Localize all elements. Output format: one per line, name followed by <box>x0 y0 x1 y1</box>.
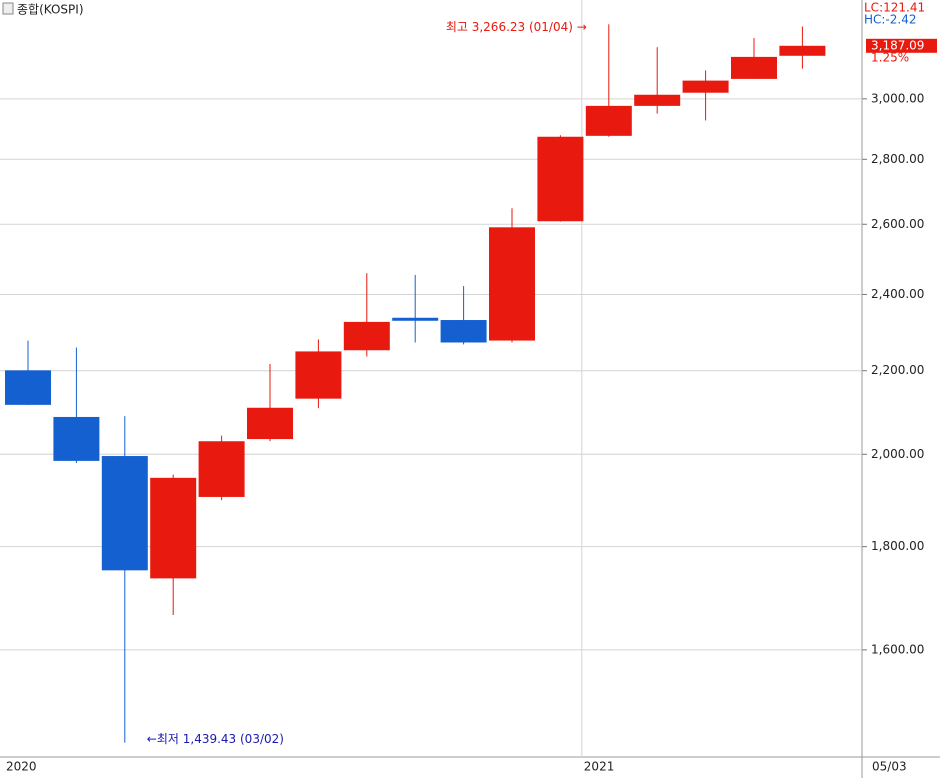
candle-body <box>101 456 148 571</box>
y-tick-label: 2,800.00 <box>871 152 924 166</box>
chart-title: 종합(KOSPI) <box>17 3 84 17</box>
candle-body <box>537 136 584 222</box>
candle-body <box>731 56 777 79</box>
y-tick-label: 1,600.00 <box>871 642 924 656</box>
x-tick-label: 2021 <box>584 760 615 774</box>
x-tick-label: 2020 <box>6 760 37 774</box>
candle-body <box>585 105 632 136</box>
last-price-tag <box>866 38 937 53</box>
candle-body <box>489 227 535 341</box>
candle-body <box>779 45 826 56</box>
candle-body <box>295 351 342 399</box>
hc-label: HC:-2.42 <box>864 13 917 27</box>
candle-body <box>634 94 681 106</box>
candle-body <box>150 477 197 579</box>
candle-body <box>682 80 729 93</box>
y-tick-label: 1,800.00 <box>871 539 924 553</box>
change-label: 1.25% <box>871 50 909 64</box>
date-label: 05/03 <box>872 760 907 774</box>
last-price-label: 3,187.09 <box>871 38 924 52</box>
candle-body <box>343 321 390 351</box>
high-annotation: 최고 3,266.23 (01/04) → <box>446 20 587 34</box>
candle-body <box>392 317 439 321</box>
candle-body <box>53 416 100 461</box>
title-box <box>2 2 14 15</box>
candle-body <box>5 370 51 405</box>
y-tick-label: 2,200.00 <box>871 363 924 377</box>
y-tick-label: 2,600.00 <box>871 217 924 231</box>
candle-body <box>440 320 487 343</box>
lc-label: LC:121.41 <box>864 1 925 15</box>
low-annotation: ←최저 1,439.43 (03/02) <box>147 732 284 746</box>
y-tick-label: 3,000.00 <box>871 91 924 105</box>
y-tick-label: 2,400.00 <box>871 287 924 301</box>
candle-body <box>198 441 245 497</box>
candle-body <box>247 407 293 440</box>
y-tick-label: 2,000.00 <box>871 447 924 461</box>
